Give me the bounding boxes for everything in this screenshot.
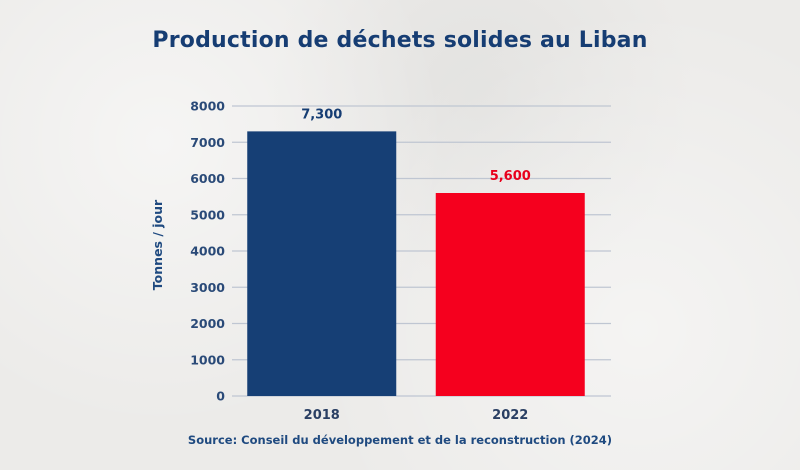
y-axis-ticks: 0 1000 2000 3000 4000 5000 6000 7000 8000 — [190, 99, 225, 404]
y-tick-label: 6000 — [190, 171, 225, 186]
x-axis-labels: 2018 2022 — [304, 408, 529, 423]
y-tick-label: 7000 — [190, 135, 225, 150]
bar-2022 — [435, 193, 585, 396]
y-tick-label: 4000 — [190, 244, 225, 259]
y-tick-label: 8000 — [190, 99, 225, 114]
y-tick-label: 3000 — [190, 280, 225, 295]
y-axis-title: Tonnes / jour — [150, 199, 165, 290]
bars — [247, 131, 585, 396]
x-tick-label: 2018 — [304, 408, 340, 423]
value-labels: 7,300 5,600 — [301, 107, 531, 184]
y-tick-label: 2000 — [190, 316, 225, 331]
chart-title: Production de déchets solides au Liban — [152, 28, 648, 53]
y-tick-label: 5000 — [190, 207, 225, 222]
y-tick-label: 0 — [216, 389, 225, 404]
value-label: 5,600 — [490, 169, 531, 184]
y-tick-label: 1000 — [190, 352, 225, 367]
x-tick-label: 2022 — [492, 408, 528, 423]
value-label: 7,300 — [301, 107, 342, 122]
bar-2018 — [247, 131, 397, 396]
source-note: Source: Conseil du développement et de l… — [187, 433, 613, 447]
